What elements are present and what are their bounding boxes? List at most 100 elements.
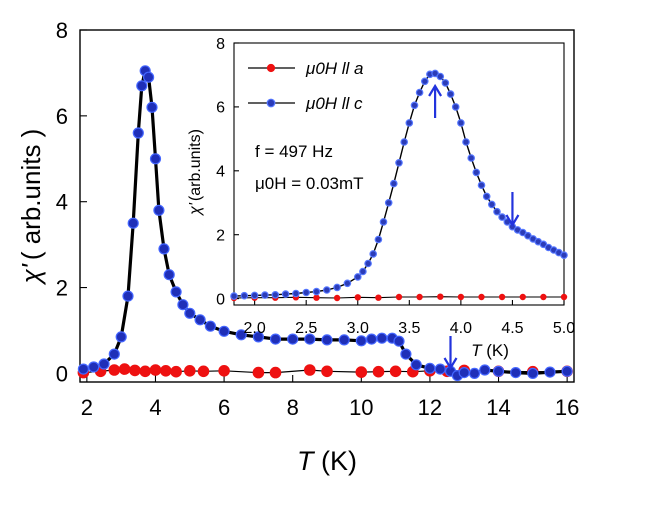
main-series-1-point-25 bbox=[287, 333, 299, 345]
inset-ylabel-symbol: χ' bbox=[187, 202, 204, 217]
main-series bbox=[77, 65, 573, 382]
main-series-0-point-18 bbox=[389, 365, 402, 378]
main-series-1-point-8 bbox=[136, 80, 148, 92]
legend-marker-a bbox=[266, 63, 276, 73]
main-series-1-point-34 bbox=[400, 348, 412, 360]
inset-arrow-1-head bbox=[505, 214, 520, 228]
main-plot-frame bbox=[79, 29, 575, 383]
inset-ylabel-unit: (arb.units) bbox=[187, 129, 204, 201]
main-ylabel-unit: ( arb.units ) bbox=[16, 129, 46, 261]
inset-series-1-point-38 bbox=[487, 200, 496, 209]
main-xlabel-unit: (K) bbox=[314, 446, 358, 476]
inset-series-1-point-24 bbox=[415, 88, 424, 97]
main-series-1-point-45 bbox=[527, 367, 539, 379]
inset-series-1-point-21 bbox=[400, 138, 409, 146]
main-series-0-point-8 bbox=[170, 365, 182, 378]
main-series-1-point-26 bbox=[304, 333, 316, 345]
inset-plot-frame bbox=[233, 42, 565, 306]
inset-series-1-point-6 bbox=[292, 289, 300, 298]
inset-plot: 2.0 2.5 3.0 3.5 4.0 4.5 5.0 0 2 4 6 8 μ0H ll a μ0H … bbox=[187, 36, 575, 360]
inset-series-1-point-30 bbox=[446, 90, 455, 98]
inset-arrows bbox=[428, 83, 520, 228]
main-ytick-label-0: 0 bbox=[56, 361, 68, 386]
inset-series-1-point-11 bbox=[343, 279, 352, 288]
inset-annotation-field: μ0H = 0.03mT bbox=[255, 174, 364, 193]
inset-series-1-point-25 bbox=[420, 77, 429, 86]
main-series-1-point-13 bbox=[153, 204, 165, 216]
main-series-1-point-17 bbox=[177, 299, 189, 311]
main-series-1-point-1 bbox=[88, 361, 100, 373]
main-series-0-point-14 bbox=[303, 364, 316, 376]
main-series-1-point-47 bbox=[561, 365, 573, 377]
main-series-1-point-33 bbox=[393, 335, 405, 347]
inset-series-1-point-34 bbox=[467, 154, 476, 162]
inset-series-1-point-29 bbox=[441, 79, 450, 87]
inset-series-1-point-15 bbox=[369, 250, 378, 258]
main-series-1-point-21 bbox=[218, 325, 230, 337]
inset-series-1-point-52 bbox=[560, 251, 568, 260]
inset-series-1-point-9 bbox=[322, 286, 331, 294]
inset-axis-ticks: 2.0 2.5 3.0 3.5 4.0 4.5 5.0 0 2 4 6 8 bbox=[216, 36, 575, 337]
inset-series-1-point-40 bbox=[498, 213, 506, 221]
main-series-1-point-44 bbox=[510, 367, 522, 379]
main-series-0-point-4 bbox=[129, 364, 141, 377]
inset-xtick-label-1: 2.5 bbox=[295, 320, 317, 337]
main-series-1-point-43 bbox=[492, 365, 505, 377]
inset-series-1-point-8 bbox=[312, 287, 321, 296]
inset-series-0-point-4 bbox=[313, 294, 320, 301]
inset-background bbox=[234, 43, 564, 305]
main-series-1-point-19 bbox=[194, 314, 206, 326]
main-series-1-point-11 bbox=[146, 101, 158, 113]
main-series-1-point-16 bbox=[170, 286, 182, 298]
main-series-1-point-18 bbox=[184, 307, 196, 319]
inset-series-1-point-32 bbox=[457, 119, 465, 127]
inset-ytick-label-1: 2 bbox=[216, 227, 225, 244]
inset-series-1-point-39 bbox=[493, 207, 501, 216]
main-xlabel-symbol: T bbox=[297, 446, 316, 476]
inset-series-1-point-22 bbox=[405, 119, 414, 127]
inset-annotation-frequency: f = 497 Hz bbox=[255, 142, 333, 161]
main-series-1-point-15 bbox=[163, 269, 175, 281]
inset-series-1-point-28 bbox=[436, 72, 445, 81]
inset-series-1-point-36 bbox=[477, 181, 486, 190]
main-series-1-point-7 bbox=[132, 127, 144, 139]
inset-series-1-point-18 bbox=[384, 199, 393, 207]
main-series-1-point-46 bbox=[544, 366, 556, 378]
inset-series-1-point-17 bbox=[379, 218, 388, 226]
legend-label-a: μ0H ll a bbox=[305, 59, 364, 78]
main-series-1-point-0 bbox=[77, 363, 90, 375]
main-series-1-point-3 bbox=[108, 348, 120, 360]
main-series-0-point-3 bbox=[118, 363, 131, 375]
main-arrows bbox=[443, 336, 458, 371]
inset-xtick-label-5: 4.5 bbox=[501, 320, 523, 337]
main-series-0-point-16 bbox=[355, 366, 368, 378]
inset-series-1-point-10 bbox=[333, 283, 341, 292]
main-series-1-point-24 bbox=[269, 333, 282, 345]
inset-series-1-point-13 bbox=[359, 267, 367, 276]
inset-series-1-point-5 bbox=[281, 290, 290, 298]
main-xtick-label-0: 2 bbox=[81, 395, 93, 420]
main-series-1-point-27 bbox=[321, 334, 333, 346]
inset-xtick-label-2: 3.0 bbox=[347, 320, 369, 337]
inset-xlabel-symbol: T bbox=[471, 341, 483, 360]
inset-arrow-0-head bbox=[428, 83, 443, 97]
inset-xlabel-unit: (K) bbox=[482, 341, 509, 360]
main-series-1-point-35 bbox=[410, 359, 422, 371]
main-series-1-point-31 bbox=[376, 332, 388, 344]
main-series-1-point-36 bbox=[424, 362, 436, 374]
inset-series-1-point-35 bbox=[472, 168, 481, 177]
inset-ytick-label-3: 6 bbox=[216, 100, 225, 117]
main-series-0-point-5 bbox=[139, 365, 151, 378]
main-xtick-label-5: 12 bbox=[418, 395, 442, 420]
main-ylabel-symbol: χ' bbox=[16, 263, 46, 285]
main-ytick-label-4: 8 bbox=[56, 18, 68, 43]
inset-xtick-label-6: 5.0 bbox=[553, 320, 575, 337]
inset-series-1-point-16 bbox=[374, 235, 383, 244]
main-series-1-point-22 bbox=[235, 329, 247, 341]
inset-series-0-point-9 bbox=[416, 293, 423, 301]
main-xtick-label-6: 14 bbox=[486, 395, 510, 420]
main-xtick-label-3: 8 bbox=[287, 395, 299, 420]
inset-series-1-point-0 bbox=[230, 292, 238, 300]
main-ytick-label-2: 4 bbox=[56, 190, 68, 215]
